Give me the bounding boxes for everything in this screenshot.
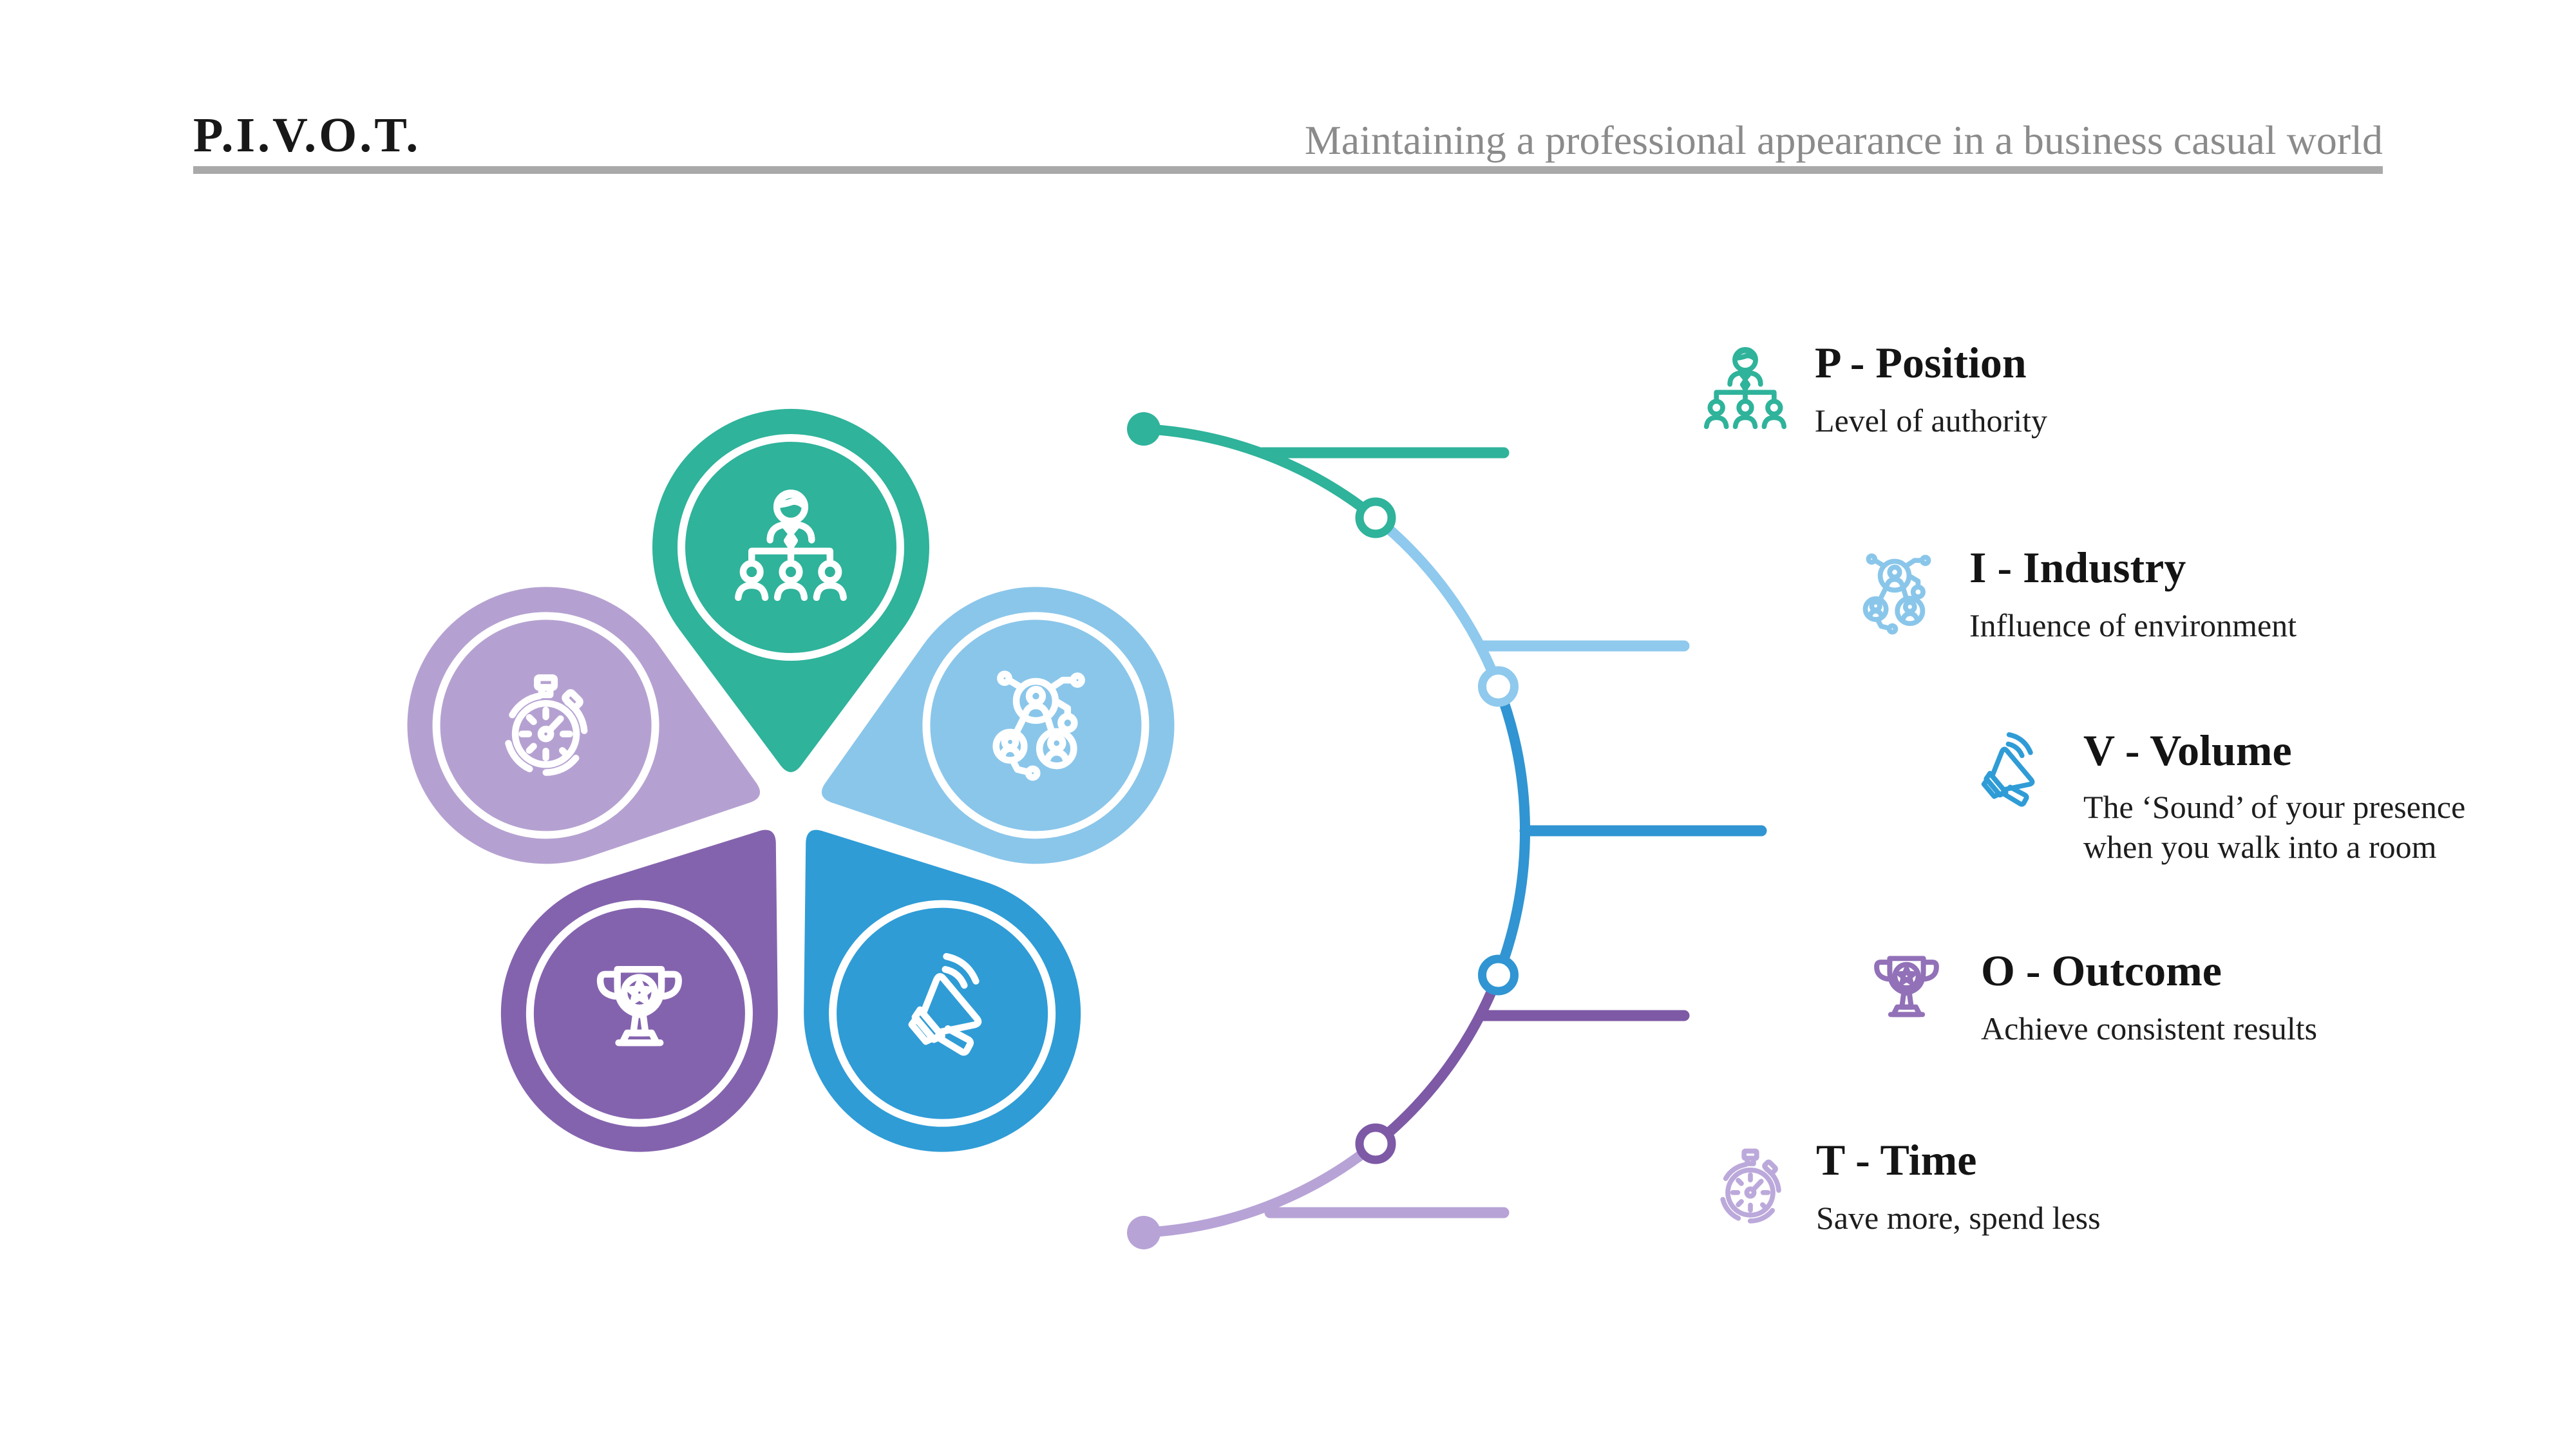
- petal-ring: [829, 900, 1056, 1127]
- item-title-industry: I - Industry: [1969, 543, 2186, 592]
- page-title: P.I.V.O.T.: [193, 108, 421, 162]
- item-desc-volume: The ‘Sound’ of your presence when you wa…: [2083, 789, 2466, 865]
- item-title-position: P - Position: [1815, 338, 2027, 387]
- timeline-node-3: [1478, 954, 1519, 996]
- timeline-end-dot: [1127, 1216, 1160, 1249]
- petal-diagram: [407, 408, 1175, 1152]
- network-people-icon: [1850, 549, 1940, 639]
- megaphone-icon: [1962, 732, 2050, 820]
- timeline-start-dot: [1127, 412, 1160, 446]
- petal-volume: [804, 829, 1081, 1152]
- item-desc-time: Save more, spend less: [1816, 1200, 2101, 1236]
- item-title-time: T - Time: [1816, 1135, 1977, 1184]
- item-desc-outcome: Achieve consistent results: [1981, 1010, 2318, 1046]
- timeline-arc: [1143, 424, 1531, 1238]
- item-desc-position: Level of authority: [1815, 402, 2047, 439]
- org-chart-icon: [1700, 345, 1790, 435]
- timeline: [1127, 412, 1767, 1249]
- page-subtitle: Maintaining a professional appearance in…: [1304, 117, 2383, 163]
- petal-outcome: [500, 829, 778, 1152]
- timeline-leader-lines: [1256, 447, 1767, 1218]
- item-desc-industry: Influence of environment: [1969, 607, 2297, 643]
- petal-position: [652, 408, 929, 772]
- petal-ring: [677, 434, 904, 661]
- timeline-node-4: [1355, 1123, 1396, 1164]
- item-title-volume: V - Volume: [2083, 726, 2292, 775]
- trophy-icon: [1860, 945, 1953, 1039]
- timeline-node-1: [1355, 497, 1396, 538]
- petal-ring: [922, 612, 1150, 839]
- stopwatch-icon: [1705, 1141, 1795, 1231]
- header-rule: [193, 166, 2383, 174]
- petal-ring: [526, 900, 753, 1127]
- petal-time: [407, 587, 761, 864]
- item-title-outcome: O - Outcome: [1981, 946, 2222, 995]
- petal-ring: [432, 612, 659, 839]
- timeline-node-2: [1478, 666, 1519, 707]
- petal-industry: [821, 587, 1175, 864]
